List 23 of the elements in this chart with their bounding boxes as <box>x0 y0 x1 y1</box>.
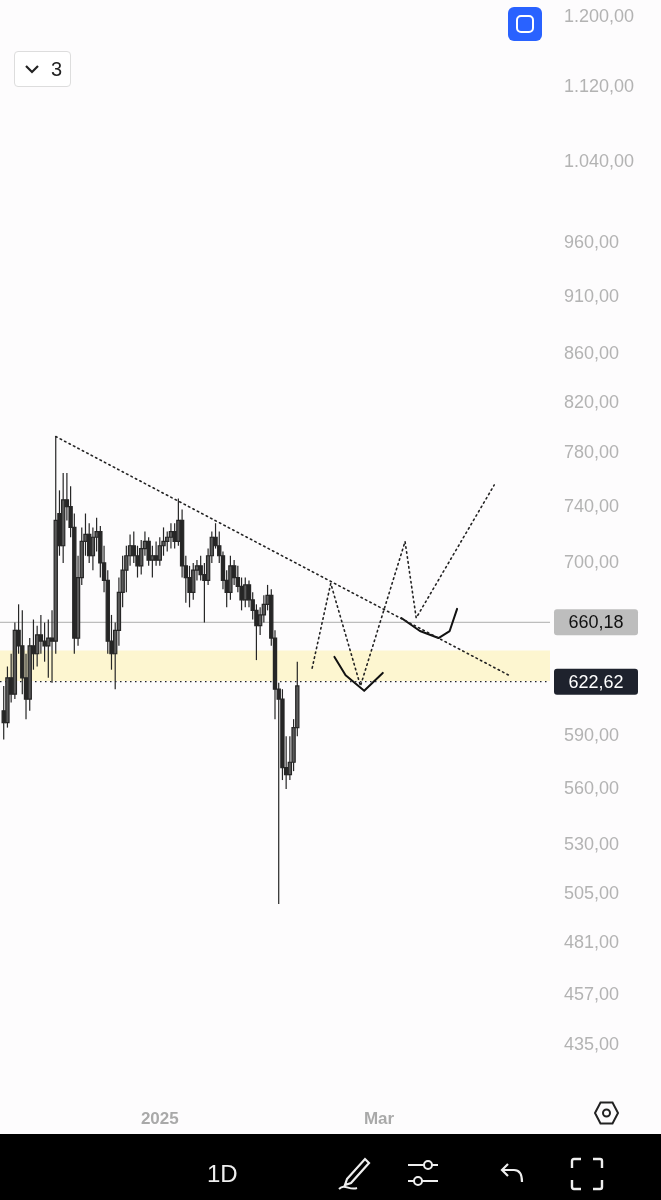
y-tick-label: 1.040,00 <box>564 150 635 171</box>
y-tick-label: 700,00 <box>564 551 620 572</box>
y-tick-label: 1.200,00 <box>564 5 635 26</box>
y-tick-label: 960,00 <box>564 231 620 252</box>
y-tick-label: 1.120,00 <box>564 75 635 96</box>
y-tick-label: 481,00 <box>564 932 620 953</box>
y-tick-label: 910,00 <box>564 286 620 307</box>
y-tick-label: 457,00 <box>564 983 620 1004</box>
y-tick-label: 740,00 <box>564 495 620 516</box>
y-tick-label: 590,00 <box>564 725 620 746</box>
text: 1D <box>207 1160 238 1188</box>
x-tick-label: 2025 <box>140 1108 179 1128</box>
y-tick-label: 530,00 <box>564 833 620 854</box>
y-tick-label: 860,00 <box>564 343 620 364</box>
y-tick-label: 505,00 <box>564 882 620 903</box>
y-tick-label: 435,00 <box>564 1033 620 1054</box>
y-tick-label: 560,00 <box>564 778 620 799</box>
ref-line-label: 660,18 <box>568 612 624 633</box>
y-tick-label: 820,00 <box>564 391 620 412</box>
x-tick-label: Mar <box>363 1108 395 1128</box>
ref-line-label: 622,62 <box>568 671 624 692</box>
y-tick-label: 780,00 <box>564 442 620 463</box>
annotation: 3 <box>51 58 63 81</box>
